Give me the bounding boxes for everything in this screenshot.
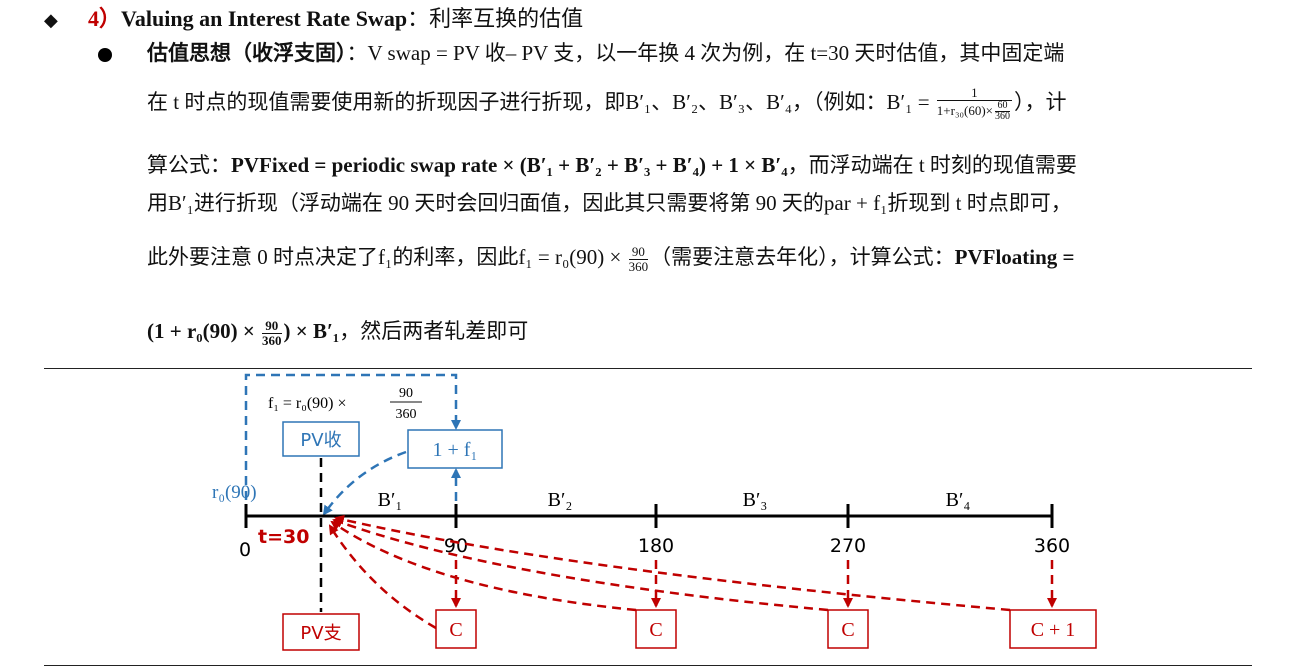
para-line-1: 估值思想（收浮支固）：V swap = PV 收– PV 支，以一年换 4 次为… — [147, 38, 1064, 68]
discount-curve-c3 — [332, 518, 829, 612]
discount-curve-c2 — [330, 520, 637, 612]
heading-title-cn: ：利率互换的估值 — [407, 6, 584, 31]
para-line-3: 算公式：PVFixed = periodic swap rate × (B′₁ … — [147, 153, 1077, 177]
pv-floating-formula: (1 + r₀(90) × — [147, 319, 255, 343]
tick-label-90: 90 — [444, 535, 468, 557]
pv-receive-box — [282, 421, 360, 457]
coupon-box-4 — [1009, 609, 1097, 649]
discount-factor-fraction: 1 1+r₃₀(60)× 60 360 — [936, 85, 1013, 123]
tick-label-0: 0 — [239, 539, 251, 561]
coupon-box-2 — [635, 609, 677, 649]
one-plus-f1-box — [407, 429, 503, 469]
period-label-2: B′₂ — [548, 489, 573, 511]
heading-number: 4） — [88, 6, 122, 31]
discount-curve-c1 — [328, 524, 437, 630]
coupon-label-4: C + 1 — [1031, 619, 1076, 641]
para-line-1-text: ：V swap = PV 收– PV 支，以一年换 4 次为例，在 t=30 天… — [346, 41, 1065, 65]
period-label-4: B′₄ — [946, 489, 971, 511]
discount-curve-c4 — [334, 514, 1011, 612]
tick-label-270: 270 — [830, 535, 866, 557]
valuation-idea-label: 估值思想（收浮支固） — [147, 41, 347, 65]
blue-dashed-bracket — [244, 373, 461, 500]
para-line-5: 此外要注意 0 时点决定了f₁的利率，因此f₁ = r₀(90) × 90 360… — [147, 244, 1075, 274]
pv-fixed-formula: PVFixed = periodic swap rate × (B′₁ + B′… — [231, 153, 788, 177]
diamond-bullet-icon: ◆ — [44, 10, 58, 30]
one-plus-f1-label: 1 + f₁ — [433, 439, 478, 461]
para-line-4: 用B′₁进行折现（浮动端在 90 天时会回归面值，因此其只需要将第 90 天的p… — [147, 191, 1072, 215]
coupon-box-1 — [435, 609, 477, 649]
para-line-6: (1 + r₀(90) × 90 360) × B′₁，然后两者轧差即可 — [147, 318, 529, 348]
blue-discount-curve — [322, 450, 407, 516]
f1-formula-den: 360 — [396, 407, 417, 422]
para-line-2: 在 t 时点的现值需要使用新的折现因子进行折现，即B′₁、B′₂、B′₃、B′₄… — [147, 86, 1067, 123]
coupon-label-1: C — [449, 619, 462, 641]
r0-label: r₀(90) — [212, 482, 257, 503]
coupon-label-2: C — [649, 619, 662, 641]
f1-formula-label: f₁ = r₀(90) × — [268, 395, 347, 412]
bottom-divider — [44, 665, 1252, 666]
pv-receive-label: PV收 — [300, 430, 341, 451]
para-line-2-end: ），计 — [1014, 90, 1067, 115]
period-label-3: B′₃ — [743, 489, 768, 511]
pv-pay-label: PV支 — [300, 623, 341, 644]
f1-formula-num: 90 — [399, 386, 413, 401]
t30-label: t=30 — [258, 526, 309, 548]
period-label-1: B′₁ — [378, 489, 403, 511]
tick-label-180: 180 — [638, 535, 674, 557]
round-bullet-icon — [98, 48, 112, 62]
coupon-box-3 — [827, 609, 869, 649]
pv-floating-label: PVFloating = — [954, 245, 1075, 269]
para-line-2-text: 在 t 时点的现值需要使用新的折现因子进行折现，即B′₁、B′₂、B′₃、B′₄… — [147, 90, 930, 115]
top-divider — [44, 368, 1252, 369]
heading-title: Valuing an Interest Rate Swap — [121, 6, 408, 31]
coupon-label-3: C — [841, 619, 854, 641]
f1-fraction: 90 360 — [628, 244, 649, 274]
tick-label-360: 360 — [1034, 535, 1070, 557]
section-heading: ◆ 4）Valuing an Interest Rate Swap：利率互换的估值 — [44, 4, 583, 35]
pv-pay-box — [282, 613, 360, 651]
